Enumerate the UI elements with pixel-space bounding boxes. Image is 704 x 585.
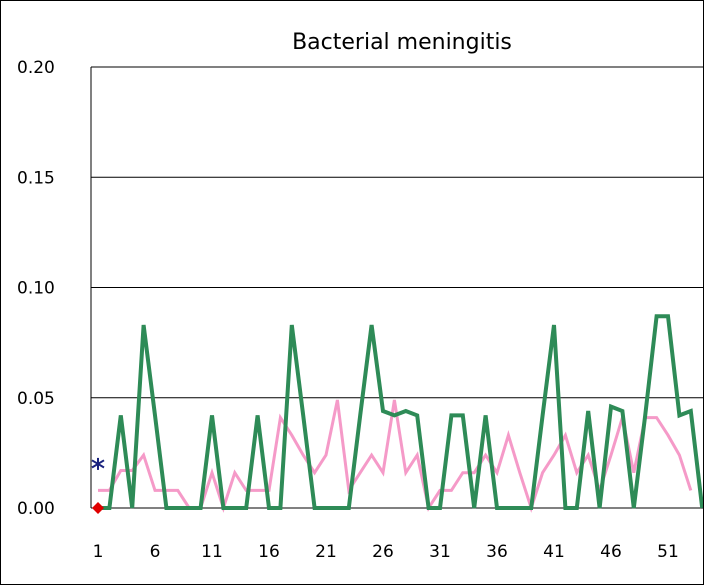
gridlines (91, 66, 703, 399)
y-tick-label: 0.00 (17, 499, 55, 519)
marker-group (91, 457, 105, 514)
asterisk-marker (91, 457, 105, 470)
x-tick-label: 16 (258, 542, 280, 562)
x-tick-label: 46 (600, 542, 622, 562)
y-tick-label: 0.10 (17, 279, 55, 299)
x-tick-label: 6 (150, 542, 161, 562)
series-group (98, 314, 703, 513)
chart-title: Bacterial meningitis (292, 30, 512, 55)
x-axis-ticks: 1 6 11 16 21 26 31 36 41 46 51 (93, 542, 679, 562)
y-tick-label: 0.20 (17, 58, 55, 78)
x-tick-label: 11 (201, 542, 223, 562)
asterisk-stroke (91, 459, 105, 469)
x-tick-label: 21 (315, 542, 337, 562)
y-tick-label: 0.15 (17, 168, 55, 188)
x-tick-label: 41 (543, 542, 565, 562)
x-tick-label: 36 (486, 542, 508, 562)
x-tick-label: 26 (372, 542, 394, 562)
x-tick-label: 31 (429, 542, 451, 562)
y-tick-label: 0.05 (17, 389, 55, 409)
series-line-2 (98, 314, 703, 510)
diamond-marker (92, 502, 104, 514)
x-tick-label: 51 (657, 542, 679, 562)
x-tick-label: 1 (93, 542, 104, 562)
y-axis-ticks: 0.00 0.05 0.10 0.15 0.20 (17, 58, 55, 519)
